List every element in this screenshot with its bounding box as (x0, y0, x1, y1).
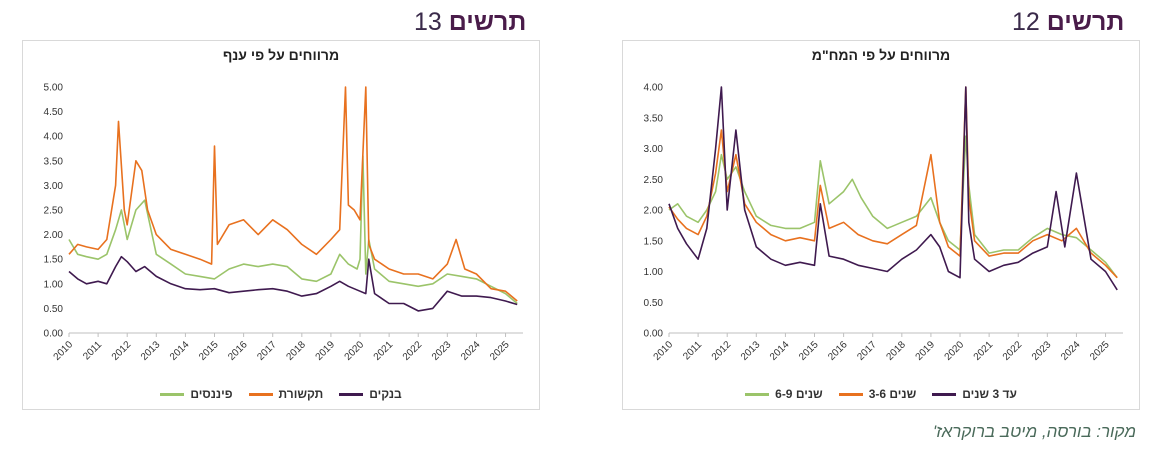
y-tick-label: 2.50 (44, 206, 64, 217)
y-tick-label: 5.00 (44, 83, 64, 94)
chart-title: מרווחים על פי המח"מ (811, 47, 951, 63)
y-tick-label: 0.00 (44, 329, 64, 340)
y-tick-label: 2.00 (44, 230, 64, 241)
series-line (68, 155, 518, 305)
series-line (668, 86, 1118, 291)
figure-heading-left: תרשים 13 (414, 8, 526, 37)
x-tick-label: 2020 (343, 339, 367, 363)
x-tick-label: 2011 (81, 339, 104, 362)
chart-legend: בנקים תקשורת פיננסים (23, 387, 539, 401)
x-tick-label: 2021 (372, 339, 396, 363)
legend-swatch (838, 392, 863, 396)
y-tick-label: 0.00 (644, 329, 664, 340)
x-tick-label: 2013 (739, 339, 763, 363)
line-chart-by-sector: 0.00 0.50 1.00 1.50 2.00 2.50 3.00 3.50 4.00 4.50… (44, 83, 523, 363)
legend-item: שנים 3-6 (838, 387, 917, 401)
legend-swatch (248, 392, 273, 396)
x-tick-label: 2015 (797, 339, 821, 363)
source-note: מקור: בורסה, מיטב ברוקראז' (932, 422, 1136, 441)
x-tick-label: 2010 (52, 339, 76, 363)
y-tick-label: 0.50 (644, 298, 664, 309)
chart-panel-by-duration: מרווחים על פי המח"מ 0.00 0.50 1.00 1.50 2.00… (622, 40, 1140, 410)
y-tick-label: 2.50 (644, 175, 664, 186)
chart-panel-by-sector: מרווחים על פי ענף 0.00 0.50 1.00 1.50 2.00 2.… (22, 40, 540, 410)
series-line (668, 86, 1118, 279)
legend-item: פיננסים (160, 387, 233, 401)
x-tick-label: 2023 (1030, 339, 1054, 363)
x-tick-label: 2013 (139, 339, 163, 363)
legend-label: פיננסים (190, 387, 233, 401)
x-tick-label: 2021 (972, 339, 996, 363)
x-tick-label: 2018 (284, 339, 308, 363)
x-tick-label: 2016 (826, 339, 850, 363)
x-tick-label: 2014 (768, 339, 792, 363)
y-tick-label: 4.50 (44, 107, 64, 118)
x-tick-label: 2024 (459, 339, 483, 363)
legend-label: שנים 3-6 (868, 387, 917, 401)
y-tick-label: 3.00 (644, 144, 664, 155)
x-tick-label: 2012 (110, 339, 134, 363)
y-tick-label: 3.00 (44, 181, 64, 192)
y-tick-label: 1.50 (644, 236, 664, 247)
chart-legend: עד 3 שנים שנים 3-6 שנים 6-9 (623, 387, 1139, 401)
x-tick-label: 2020 (943, 339, 967, 363)
x-tick-label: 2017 (255, 339, 279, 363)
figure-heading-right: תרשים 12 (1012, 8, 1124, 37)
x-tick-label: 2022 (1001, 339, 1025, 363)
x-tick-label: 2019 (314, 339, 338, 363)
y-tick-label: 2.00 (644, 206, 664, 217)
legend-label: שנים 6-9 (775, 387, 823, 401)
legend-swatch (932, 392, 957, 396)
y-tick-label: 0.50 (44, 304, 64, 315)
series-line (68, 86, 518, 302)
legend-label: עד 3 שנים (962, 387, 1017, 401)
figure-heading-number: 13 (414, 8, 442, 36)
x-tick-label: 2025 (488, 339, 512, 363)
chart-title: מרווחים על פי ענף (222, 47, 340, 63)
legend-item: עד 3 שנים (932, 387, 1017, 401)
legend-item: בנקים (339, 387, 402, 401)
legend-swatch (339, 392, 364, 396)
x-tick-label: 2010 (652, 339, 676, 363)
x-tick-label: 2019 (914, 339, 938, 363)
y-tick-label: 3.50 (644, 113, 664, 124)
legend-item: תקשורת (248, 387, 324, 401)
legend-label: תקשורת (278, 387, 324, 401)
x-tick-label: 2016 (226, 339, 250, 363)
x-tick-label: 2014 (168, 339, 192, 363)
x-tick-label: 2022 (401, 339, 425, 363)
legend-swatch (745, 392, 770, 396)
line-chart-by-duration: 0.00 0.50 1.00 1.50 2.00 2.50 3.00 3.50 4.00 2010… (644, 83, 1123, 363)
legend-swatch (160, 392, 185, 396)
x-tick-label: 2023 (430, 339, 454, 363)
x-tick-label: 2017 (855, 339, 879, 363)
x-tick-label: 2011 (681, 339, 704, 362)
y-tick-label: 1.50 (44, 255, 64, 266)
figure-heading-word: תרשים (1046, 8, 1125, 36)
legend-label: בנקים (369, 387, 402, 401)
legend-item: שנים 6-9 (745, 387, 823, 401)
x-tick-label: 2025 (1088, 339, 1112, 363)
figure-heading-word: תרשים (448, 8, 527, 36)
y-tick-label: 4.00 (44, 132, 64, 143)
y-tick-label: 4.00 (644, 83, 664, 94)
y-tick-label: 1.00 (644, 267, 664, 278)
x-tick-label: 2018 (884, 339, 908, 363)
y-tick-label: 3.50 (44, 156, 64, 167)
x-tick-label: 2012 (710, 339, 734, 363)
y-tick-label: 1.00 (44, 279, 64, 290)
x-tick-label: 2024 (1059, 339, 1083, 363)
figure-heading-number: 12 (1012, 8, 1040, 36)
series-line (68, 255, 518, 312)
x-tick-label: 2015 (197, 339, 221, 363)
